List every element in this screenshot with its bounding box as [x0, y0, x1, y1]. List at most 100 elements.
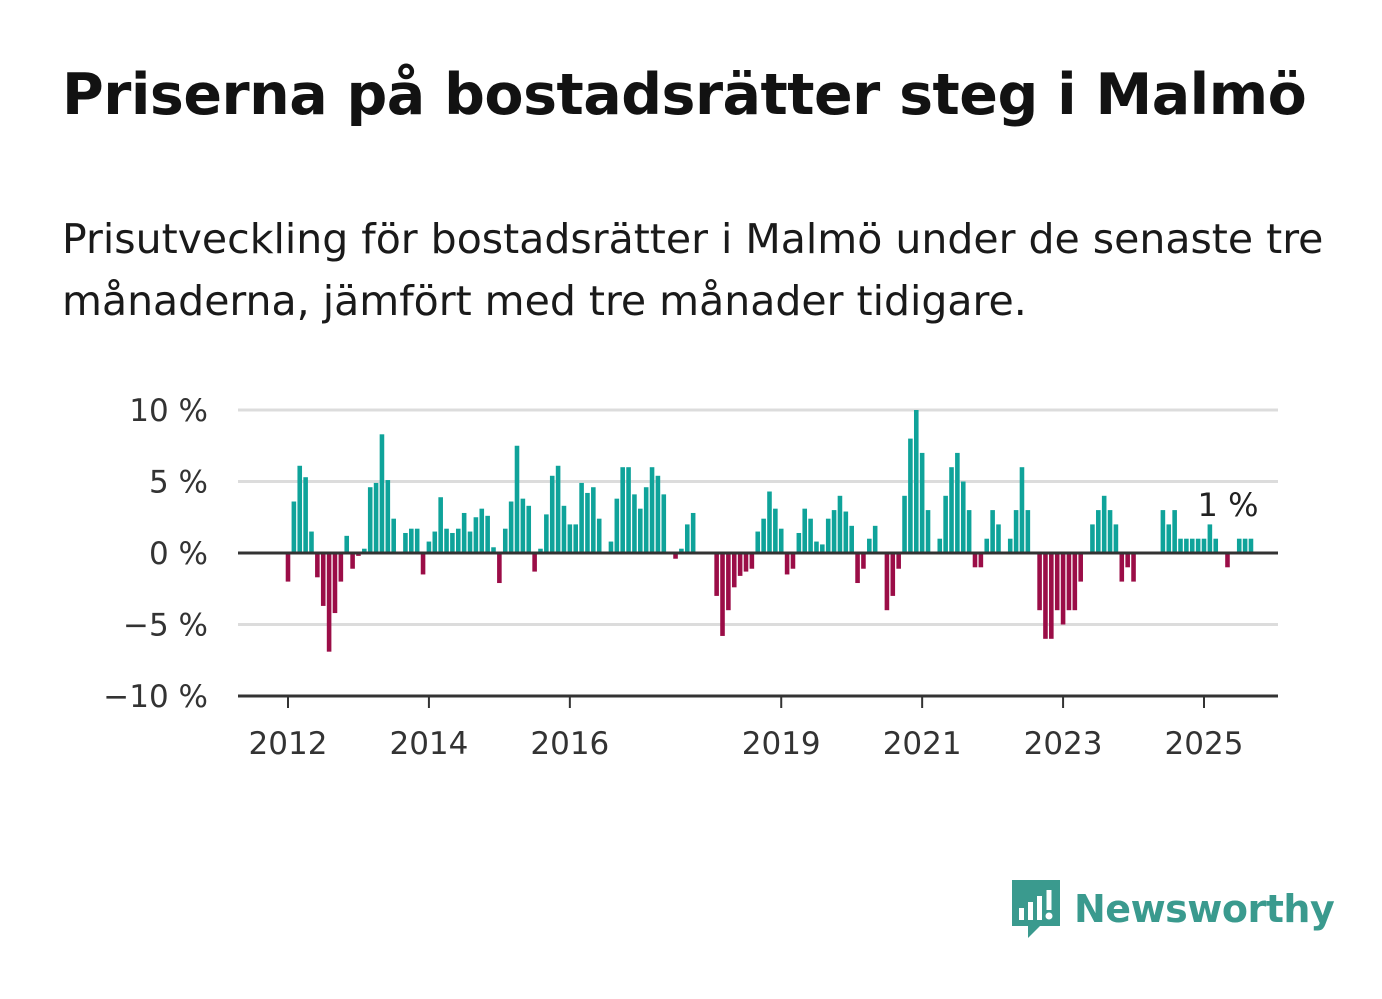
bar	[508, 501, 514, 553]
x-tick-label: 2019	[742, 726, 821, 762]
bar	[596, 518, 602, 553]
y-tick-label: −10 %	[103, 679, 208, 715]
bar	[473, 517, 479, 553]
bar	[1113, 524, 1119, 553]
bar	[514, 445, 520, 553]
bar	[1166, 524, 1172, 553]
bar	[890, 553, 896, 596]
bar	[960, 481, 966, 553]
bar	[638, 508, 643, 553]
bar	[1119, 553, 1125, 582]
bar	[414, 528, 420, 553]
bar	[843, 511, 849, 553]
bar	[632, 494, 637, 553]
bar	[608, 541, 614, 553]
bar	[996, 524, 1001, 553]
bar	[1201, 538, 1207, 553]
bar	[309, 531, 314, 553]
bar	[1025, 510, 1031, 553]
bar	[544, 514, 549, 553]
bar	[450, 532, 455, 553]
bar	[1189, 538, 1195, 553]
brand-logo[interactable]: Newsworthy	[1010, 878, 1335, 940]
bar	[755, 531, 761, 553]
bar	[555, 465, 561, 553]
bar	[655, 475, 661, 553]
bar	[585, 492, 590, 553]
bar	[373, 482, 379, 553]
y-tick-label: 0 %	[149, 536, 208, 572]
bar	[731, 553, 737, 588]
bar	[1184, 538, 1189, 553]
bar	[849, 525, 854, 553]
bar	[1131, 553, 1136, 582]
bar	[1078, 553, 1083, 582]
bar	[426, 541, 432, 553]
bar	[984, 538, 990, 553]
last-value-label: 1 %	[1198, 486, 1259, 524]
bar	[461, 512, 467, 553]
bar	[743, 553, 749, 572]
bar	[720, 553, 725, 636]
bar	[1172, 510, 1177, 553]
y-tick-label: 5 %	[149, 465, 208, 501]
bar	[661, 494, 667, 553]
bar	[403, 532, 408, 553]
bar	[837, 495, 843, 553]
bar	[532, 553, 537, 572]
bar	[820, 544, 825, 553]
bar	[385, 480, 391, 553]
bar	[913, 410, 919, 553]
bar	[831, 510, 837, 553]
bar	[855, 553, 860, 584]
bar	[320, 553, 326, 606]
bar	[737, 553, 743, 576]
bar	[1101, 495, 1107, 553]
bar	[802, 508, 808, 553]
x-tick-label: 2021	[883, 726, 962, 762]
bar	[591, 487, 596, 553]
bar	[867, 538, 872, 553]
bar	[1178, 538, 1183, 553]
y-axis-labels: 10 % 5 % 0 % −5 % −10 %	[103, 393, 208, 715]
bar	[1007, 538, 1013, 553]
bar	[919, 452, 925, 553]
bar-chart: 10 % 5 % 0 % −5 % −10 % 2012 2014 2016 2019 2021…	[103, 393, 1278, 762]
bar	[784, 553, 790, 575]
bar	[420, 553, 426, 575]
bar	[978, 553, 984, 568]
bar	[990, 510, 995, 553]
bar	[1160, 510, 1166, 553]
bar	[1195, 538, 1201, 553]
x-tick-label: 2014	[389, 726, 468, 762]
x-tick-label: 2023	[1024, 726, 1103, 762]
bar	[491, 547, 496, 553]
bar	[825, 518, 831, 553]
bar	[1125, 553, 1130, 568]
bar	[1049, 553, 1054, 639]
bar	[497, 553, 502, 584]
chart-title: Priserna på bostadsrätter steg i Malmö	[62, 62, 1307, 128]
bar	[467, 531, 473, 553]
bar	[549, 475, 555, 553]
bar	[790, 553, 796, 569]
bar	[690, 512, 696, 553]
bar	[614, 498, 620, 553]
bar	[872, 525, 878, 553]
bar	[567, 524, 573, 553]
bar	[520, 498, 526, 553]
bar	[943, 495, 948, 553]
bar	[561, 505, 567, 553]
bar	[297, 465, 303, 553]
chart-bars	[285, 410, 1254, 652]
bar	[315, 553, 320, 578]
bar	[1060, 553, 1066, 625]
newsworthy-logo-icon	[1012, 880, 1060, 938]
bar	[761, 518, 766, 553]
chart-subtitle: Prisutveckling för bostadsrätter i Malmö…	[62, 215, 1324, 325]
bar	[344, 535, 350, 553]
bar	[291, 501, 297, 553]
bar	[896, 553, 901, 569]
bar	[485, 515, 490, 553]
bar	[303, 477, 308, 553]
